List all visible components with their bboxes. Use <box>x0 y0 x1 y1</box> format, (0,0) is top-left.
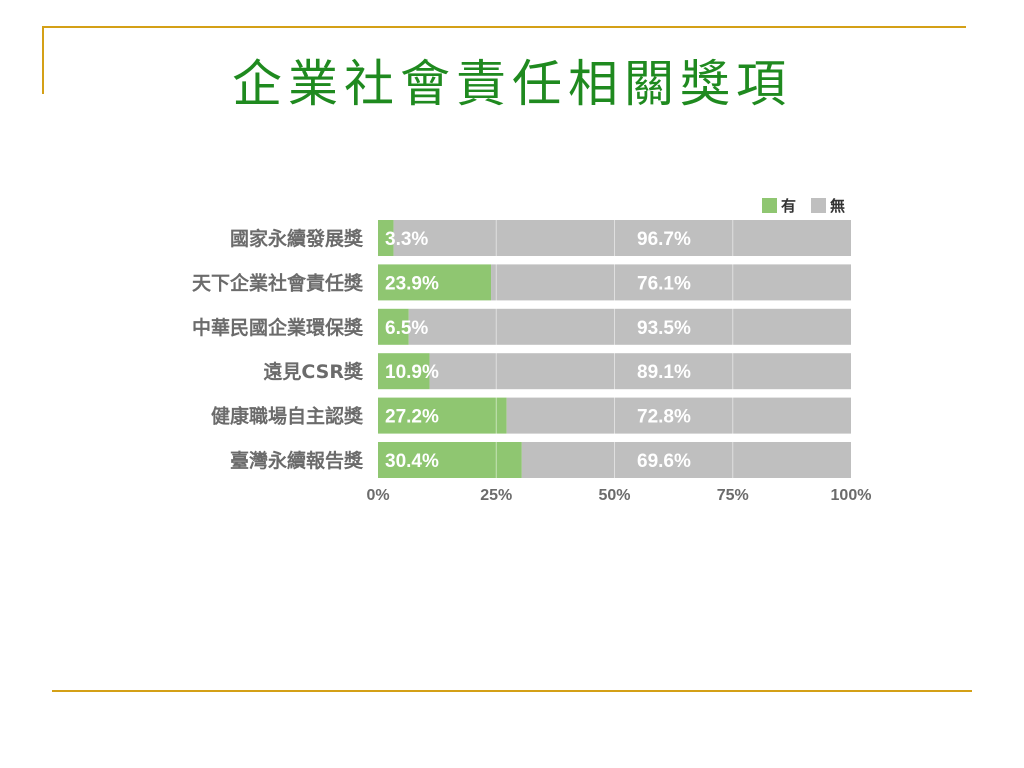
x-tick-label: 100% <box>831 487 872 504</box>
category-label: 中華民國企業環保獎 <box>192 316 364 339</box>
legend-swatch-no <box>811 198 826 213</box>
legend-label-no: 無 <box>830 197 845 215</box>
category-label: 遠見CSR獎 <box>263 360 364 383</box>
bar-no <box>393 220 851 256</box>
data-label-yes: 10.9% <box>385 362 439 383</box>
bar-yes <box>378 397 507 434</box>
bar-yes <box>378 353 430 390</box>
bar-yes <box>378 220 394 256</box>
bar-no <box>521 442 851 478</box>
bar-yes <box>378 264 492 301</box>
legend-swatch-yes <box>762 198 777 213</box>
data-label-yes: 23.9% <box>385 273 439 294</box>
bar-no <box>491 264 851 301</box>
data-label-no: 76.1% <box>637 273 691 294</box>
data-label-yes: 3.3% <box>385 229 428 250</box>
legend-label-yes: 有 <box>781 197 796 215</box>
slide-title: 企業社會責任相關獎項 <box>232 55 792 113</box>
bar-no <box>506 397 851 434</box>
x-tick-label: 0% <box>366 487 389 504</box>
data-label-no: 89.1% <box>637 362 691 383</box>
x-tick-label: 50% <box>598 487 630 504</box>
data-label-yes: 6.5% <box>385 318 428 339</box>
frame-left-line <box>42 26 44 94</box>
bar-no <box>429 353 851 390</box>
frame-bottom-line <box>52 690 972 692</box>
frame-top-line <box>42 26 966 28</box>
x-tick-label: 25% <box>480 487 512 504</box>
data-label-no: 69.6% <box>637 451 691 472</box>
bar-yes <box>378 308 409 345</box>
data-label-yes: 30.4% <box>385 451 439 472</box>
data-label-no: 96.7% <box>637 229 691 250</box>
category-label: 國家永續發展獎 <box>230 227 364 250</box>
bar-no <box>408 308 851 345</box>
category-label: 臺灣永續報告獎 <box>230 449 364 472</box>
data-label-no: 72.8% <box>637 407 691 428</box>
bar-yes <box>378 442 522 478</box>
data-label-no: 93.5% <box>637 318 691 339</box>
x-tick-label: 75% <box>717 487 749 504</box>
data-label-yes: 27.2% <box>385 407 439 428</box>
category-label: 健康職場自主認獎 <box>211 405 364 428</box>
category-label: 天下企業社會責任獎 <box>192 271 364 294</box>
